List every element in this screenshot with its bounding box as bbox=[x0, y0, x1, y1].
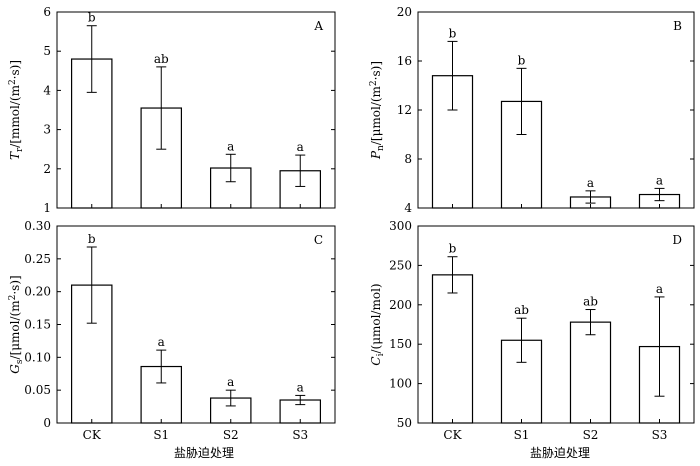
panel-letter: C bbox=[314, 233, 323, 247]
panel-letter: D bbox=[672, 233, 682, 247]
x-axis-label-right: 盐胁迫处理 bbox=[530, 445, 590, 460]
x-tick-label: S1 bbox=[153, 428, 169, 442]
y-tick-label: 0.05 bbox=[24, 383, 51, 397]
significance-letter: a bbox=[227, 139, 234, 153]
plot-frame bbox=[56, 11, 336, 209]
significance-letter: b bbox=[88, 232, 96, 246]
significance-letter: b bbox=[449, 242, 457, 256]
y-tick-label: 50 bbox=[397, 416, 412, 430]
x-tick-label: S2 bbox=[583, 428, 599, 442]
y-tick-label: 0.10 bbox=[24, 350, 51, 364]
y-tick-label: 150 bbox=[389, 337, 412, 351]
x-tick-label: S1 bbox=[514, 428, 530, 442]
significance-letter: a bbox=[297, 380, 304, 394]
y-label-superscript: 2 bbox=[369, 80, 379, 86]
x-axis-label-left: 盐胁迫处理 bbox=[174, 445, 234, 460]
y-tick-label: 0.20 bbox=[24, 285, 51, 299]
y-tick-label: 4 bbox=[404, 201, 412, 215]
y-tick-label: 3 bbox=[43, 123, 51, 137]
y-label-unit: /[μmol/(m bbox=[369, 85, 383, 145]
significance-letter: b bbox=[88, 11, 96, 25]
chart-panel-c: 0 0.05 0.10 0.15 0.20 0.25 0.30 b CK a S1 a S2 a S3 C Gs… bbox=[8, 219, 336, 442]
y-tick-label: 0 bbox=[43, 416, 51, 430]
y-label-symbol: G bbox=[8, 364, 22, 374]
y-label-superscript: 2 bbox=[8, 295, 18, 301]
bar bbox=[431, 274, 474, 424]
significance-letter: a bbox=[587, 176, 594, 190]
y-tick-label: 20 bbox=[397, 5, 412, 19]
y-label-superscript: 2 bbox=[8, 79, 18, 85]
y-label-subscript: i bbox=[376, 353, 386, 356]
y-label-symbol: C bbox=[369, 356, 383, 365]
y-tick-label: 250 bbox=[389, 258, 412, 272]
y-axis-label: Pn/[μmol/(m2·s)] bbox=[369, 61, 386, 160]
y-axis-label: Tr/[mmol/(m2·s)] bbox=[8, 60, 25, 160]
y-tick-label: 4 bbox=[43, 83, 51, 97]
y-tick-label: 0.15 bbox=[24, 318, 51, 332]
y-tick-label: 100 bbox=[389, 377, 412, 391]
y-tick-label: 12 bbox=[397, 103, 412, 117]
y-tick-label: 0.30 bbox=[24, 219, 51, 233]
y-tick-label: 0.25 bbox=[24, 252, 51, 266]
x-tick-label: S2 bbox=[223, 428, 239, 442]
plot-frame bbox=[417, 225, 695, 424]
significance-letter: ab bbox=[514, 303, 529, 317]
y-label-symbol: T bbox=[8, 151, 22, 160]
y-axis-label: Gs/[μmol/(m2·s)] bbox=[8, 275, 25, 373]
panel-letter: A bbox=[313, 19, 323, 33]
y-label-subscript: n bbox=[376, 145, 386, 151]
significance-letter: a bbox=[297, 140, 304, 154]
y-label-unit-end: ·s)] bbox=[8, 60, 22, 79]
x-tick-label: CK bbox=[83, 428, 102, 442]
y-label-symbol: P bbox=[369, 150, 383, 160]
y-label-unit-end: ·s)] bbox=[8, 275, 22, 294]
y-axis-label: Ci/(μmol/mol) bbox=[369, 283, 386, 365]
bar bbox=[569, 321, 612, 424]
y-label-subscript: s bbox=[15, 359, 25, 364]
significance-letter: a bbox=[227, 375, 234, 389]
significance-letter: ab bbox=[583, 295, 598, 309]
y-label-unit: /[mmol/(m bbox=[8, 84, 22, 147]
y-tick-label: 2 bbox=[43, 162, 51, 176]
y-label-unit: /[μmol/(m bbox=[8, 300, 22, 360]
significance-letter: a bbox=[656, 282, 663, 296]
significance-letter: a bbox=[158, 335, 165, 349]
y-tick-label: 300 bbox=[389, 219, 412, 233]
y-tick-label: 6 bbox=[43, 5, 51, 19]
panel-letter: B bbox=[673, 19, 682, 33]
x-tick-label: S3 bbox=[652, 428, 668, 442]
chart-panel-d: 50 100 150 200 250 300 b CK ab S1 ab S2 a S3 D Ci/(μmol… bbox=[369, 219, 695, 442]
x-tick-label: S3 bbox=[292, 428, 308, 442]
y-tick-label: 1 bbox=[43, 201, 51, 215]
y-tick-label: 8 bbox=[404, 152, 412, 166]
significance-letter: b bbox=[518, 53, 526, 67]
y-tick-label: 200 bbox=[389, 298, 412, 312]
y-label-unit: /(μmol/mol) bbox=[369, 283, 383, 353]
y-tick-label: 5 bbox=[43, 44, 51, 58]
chart-panel-b: 4 8 12 16 20 b b a a B Pn/[μmol/(m2·s)] bbox=[369, 5, 695, 215]
significance-letter: a bbox=[656, 173, 663, 187]
significance-letter: ab bbox=[154, 52, 169, 66]
y-label-unit-end: ·s)] bbox=[369, 61, 383, 80]
x-tick-label: CK bbox=[443, 428, 462, 442]
significance-letter: b bbox=[449, 26, 457, 40]
y-label-subscript: r bbox=[15, 147, 25, 152]
y-tick-label: 16 bbox=[397, 54, 412, 68]
